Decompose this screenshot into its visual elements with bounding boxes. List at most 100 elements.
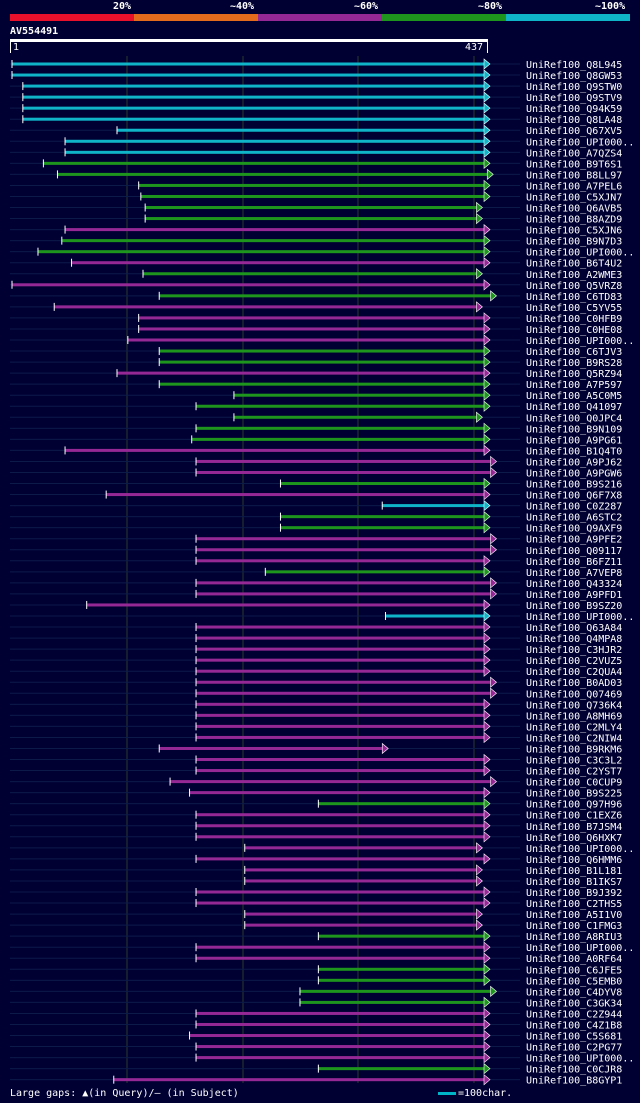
hit-end-arrow <box>483 91 491 103</box>
hit-label: UniRef100_C3GK34 <box>526 998 622 1009</box>
hit-end-arrow <box>483 102 491 114</box>
hit-end-arrow <box>483 389 491 401</box>
hit-row: UniRef100_C2THS5 <box>10 897 622 910</box>
hit-bar <box>138 316 484 320</box>
hit-end-arrow <box>483 643 491 655</box>
hit-row: UniRef100_Q43324 <box>10 577 622 590</box>
hit-bar <box>54 305 477 309</box>
hit-row: UniRef100_C6TJV3 <box>10 345 622 358</box>
hit-label: UniRef100_C5S681 <box>526 1032 622 1043</box>
hit-label: UniRef100_Q6AVB5 <box>526 204 622 215</box>
hit-row: UniRef100_UPI000.. <box>10 842 634 855</box>
hit-bar <box>196 459 491 463</box>
hit-row: UniRef100_B8GYP1 <box>10 1074 622 1087</box>
hit-bar <box>196 1056 485 1060</box>
hit-label: UniRef100_Q0JPC4 <box>526 413 622 424</box>
hit-row: UniRef100_B9N109 <box>10 422 622 435</box>
hit-bar <box>189 1034 484 1038</box>
hit-end-arrow <box>483 809 491 821</box>
hit-bar <box>189 791 484 795</box>
hit-label: UniRef100_B8LL97 <box>526 170 622 181</box>
hit-end-arrow <box>483 234 491 247</box>
query-ruler <box>10 39 488 42</box>
hit-end-arrow <box>490 577 497 589</box>
hit-end-arrow <box>476 411 483 423</box>
hit-label: UniRef100_Q43324 <box>526 579 622 590</box>
hit-end-arrow <box>483 632 491 644</box>
hit-label: UniRef100_B1IKS7 <box>526 877 622 888</box>
hit-row: UniRef100_A9PFD1 <box>10 588 622 601</box>
ruler-start-label: 1 <box>13 42 20 53</box>
hit-row: UniRef100_B1IKS7 <box>10 875 622 888</box>
hit-end-arrow <box>483 930 491 942</box>
legend-percent-label: ~60% <box>354 1 379 12</box>
hit-bar <box>140 194 484 198</box>
hit-bar <box>57 172 488 176</box>
hit-row: UniRef100_A9PJ62 <box>10 455 622 468</box>
hit-label: UniRef100_C1FMG3 <box>526 921 622 932</box>
hit-label: UniRef100_B9J392 <box>526 888 622 899</box>
hit-row: UniRef100_C2QUA4 <box>10 665 622 678</box>
hit-label: UniRef100_Q8LA48 <box>526 115 622 126</box>
hit-bar <box>22 117 485 121</box>
query-id: AV554491 <box>10 26 59 37</box>
hit-row: UniRef100_C1FMG3 <box>10 919 622 932</box>
hit-bar <box>318 967 484 971</box>
hit-row: UniRef100_A8MH69 <box>10 709 622 722</box>
hit-end-arrow <box>483 334 491 346</box>
hit-row: UniRef100_B1Q4T0 <box>10 444 622 457</box>
hit-row: UniRef100_C5EMB0 <box>10 974 622 987</box>
hit-row: UniRef100_A2WME3 <box>10 268 622 281</box>
hit-row: UniRef100_B9SZ20 <box>10 599 622 612</box>
hit-end-arrow <box>483 731 491 744</box>
hit-end-arrow <box>483 720 491 733</box>
hit-label: UniRef100_A9PFE2 <box>526 535 622 546</box>
hit-end-arrow <box>483 853 491 865</box>
hit-bar <box>22 84 485 88</box>
hit-end-arrow <box>483 941 491 953</box>
hit-label: UniRef100_A8RIU3 <box>526 932 622 943</box>
hit-bar <box>138 183 484 187</box>
hit-end-arrow <box>483 400 491 412</box>
hit-label: UniRef100_UPI000.. <box>526 336 634 347</box>
hit-bar <box>196 956 485 960</box>
hit-row: UniRef100_A7PEL6 <box>10 179 622 192</box>
hit-bar <box>191 437 484 441</box>
ruler-end-tick <box>487 42 488 53</box>
hit-label: UniRef100_B9T6S1 <box>526 159 622 170</box>
ruler-start-tick <box>10 42 11 53</box>
hit-label: UniRef100_B9RS28 <box>526 358 622 369</box>
hit-row: UniRef100_C5XJN7 <box>10 190 622 203</box>
hit-bar <box>145 217 477 221</box>
hit-label: UniRef100_C2VUZ5 <box>526 656 622 667</box>
hit-label: UniRef100_Q9STW0 <box>526 82 622 93</box>
hit-bar <box>244 846 477 850</box>
hit-label: UniRef100_B7JSM4 <box>526 822 622 833</box>
hit-label: UniRef100_A7PEL6 <box>526 181 622 192</box>
hit-label: UniRef100_Q9AXF9 <box>526 524 622 535</box>
hit-label: UniRef100_C3HJR2 <box>526 645 622 656</box>
hit-label: UniRef100_B9S216 <box>526 480 622 491</box>
hit-label: UniRef100_UPI000.. <box>526 612 634 623</box>
hit-bar <box>244 923 477 927</box>
hit-row: UniRef100_Q8L945 <box>10 58 622 71</box>
hit-row: UniRef100_A7P597 <box>10 378 622 391</box>
hit-label: UniRef100_B9S225 <box>526 789 622 800</box>
hit-end-arrow <box>483 257 491 269</box>
hit-end-arrow <box>483 113 491 125</box>
hit-label: UniRef100_Q5VRZ8 <box>526 281 622 292</box>
hit-label: UniRef100_UPI000.. <box>526 844 634 855</box>
hit-end-arrow <box>483 433 491 446</box>
hit-label: UniRef100_B6T4U2 <box>526 259 622 270</box>
scale-key: =100char. <box>438 1088 512 1099</box>
hit-end-arrow <box>483 974 491 986</box>
hit-end-arrow <box>476 864 483 876</box>
hit-bar <box>22 106 485 110</box>
hit-end-arrow <box>483 1040 491 1053</box>
hit-end-arrow <box>483 356 491 368</box>
hit-row: UniRef100_B0AD03 <box>10 676 622 689</box>
hit-label: UniRef100_C4Z1B8 <box>526 1020 622 1031</box>
hit-end-arrow <box>483 58 491 70</box>
hit-bar <box>138 327 484 331</box>
hit-bar <box>233 393 484 397</box>
